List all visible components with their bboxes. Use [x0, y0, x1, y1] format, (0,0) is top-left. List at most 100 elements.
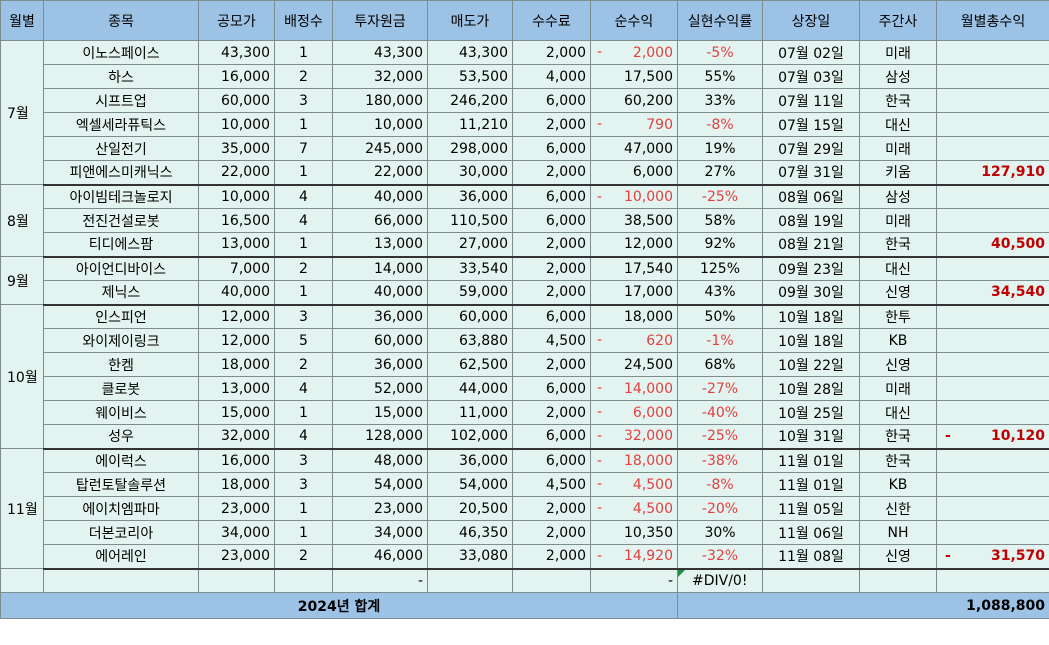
listing-date-cell[interactable]: 09월 30일 — [762, 280, 860, 306]
investment-cell[interactable]: 48,000 — [332, 448, 428, 473]
column-header[interactable]: 월별 — [0, 0, 44, 41]
stock-name-cell[interactable]: 산일전기 — [43, 136, 199, 161]
monthly-total-cell[interactable] — [936, 496, 1049, 521]
column-header[interactable]: 실현수익률 — [677, 0, 763, 41]
allocation-cell[interactable]: 3 — [274, 448, 333, 473]
return-rate-cell[interactable]: -25% — [677, 424, 763, 450]
net-profit-cell[interactable]: - 18,000 — [590, 448, 678, 473]
listing-date-cell[interactable]: 10월 25일 — [762, 400, 860, 425]
broker-cell[interactable]: 미래 — [859, 208, 937, 233]
column-header[interactable]: 주간사 — [859, 0, 937, 41]
sell-price-cell[interactable]: 36,000 — [427, 448, 513, 473]
sell-price-cell[interactable]: 11,000 — [427, 400, 513, 425]
fee-cell[interactable]: 2,000 — [512, 400, 591, 425]
net-profit-cell[interactable]: 47,000 — [590, 136, 678, 161]
allocation-cell[interactable] — [274, 568, 333, 593]
sell-price-cell[interactable]: 54,000 — [427, 472, 513, 497]
allocation-cell[interactable]: 1 — [274, 400, 333, 425]
allocation-cell[interactable]: 5 — [274, 328, 333, 353]
stock-name-cell[interactable]: 와이제이링크 — [43, 328, 199, 353]
stock-name-cell[interactable]: 한켐 — [43, 352, 199, 377]
fee-cell[interactable]: 2,000 — [512, 40, 591, 65]
investment-cell[interactable]: 54,000 — [332, 472, 428, 497]
offer-price-cell[interactable] — [198, 568, 275, 593]
sell-price-cell[interactable]: 43,300 — [427, 40, 513, 65]
sell-price-cell[interactable]: 44,000 — [427, 376, 513, 401]
return-rate-cell[interactable]: -32% — [677, 544, 763, 570]
fee-cell[interactable]: 6,000 — [512, 448, 591, 473]
broker-cell[interactable]: 키움 — [859, 160, 937, 186]
allocation-cell[interactable]: 2 — [274, 64, 333, 89]
listing-date-cell[interactable]: 11월 08일 — [762, 544, 860, 570]
offer-price-cell[interactable]: 7,000 — [198, 256, 275, 281]
net-profit-cell[interactable]: - 14,000 — [590, 376, 678, 401]
net-profit-cell[interactable]: 38,500 — [590, 208, 678, 233]
listing-date-cell[interactable]: 07월 15일 — [762, 112, 860, 137]
investment-cell[interactable]: 22,000 — [332, 160, 428, 186]
return-rate-cell[interactable]: 68% — [677, 352, 763, 377]
broker-cell[interactable]: 미래 — [859, 136, 937, 161]
stock-name-cell[interactable]: 성우 — [43, 424, 199, 450]
listing-date-cell[interactable]: 11월 06일 — [762, 520, 860, 545]
allocation-cell[interactable]: 4 — [274, 376, 333, 401]
broker-cell[interactable]: NH — [859, 520, 937, 545]
column-header[interactable]: 종목 — [43, 0, 199, 41]
fee-cell[interactable]: 2,000 — [512, 520, 591, 545]
monthly-total-cell[interactable] — [936, 112, 1049, 137]
stock-name-cell[interactable]: 인스피언 — [43, 304, 199, 329]
column-header[interactable]: 순수익 — [590, 0, 678, 41]
broker-cell[interactable]: 한국 — [859, 448, 937, 473]
allocation-cell[interactable]: 4 — [274, 208, 333, 233]
offer-price-cell[interactable]: 10,000 — [198, 112, 275, 137]
investment-cell[interactable]: 43,300 — [332, 40, 428, 65]
return-rate-cell[interactable]: -8% — [677, 472, 763, 497]
stock-name-cell[interactable]: 피앤에스미캐닉스 — [43, 160, 199, 186]
net-profit-cell[interactable]: - 4,500 — [590, 472, 678, 497]
net-profit-cell[interactable]: - 790 — [590, 112, 678, 137]
fee-cell[interactable]: 2,000 — [512, 112, 591, 137]
sell-price-cell[interactable]: 36,000 — [427, 184, 513, 209]
stock-name-cell[interactable]: 아이언디바이스 — [43, 256, 199, 281]
return-rate-cell[interactable]: 43% — [677, 280, 763, 306]
broker-cell[interactable]: KB — [859, 472, 937, 497]
stock-name-cell[interactable]: 탑런토탈솔루션 — [43, 472, 199, 497]
net-profit-cell[interactable]: 17,500 — [590, 64, 678, 89]
investment-cell[interactable]: 36,000 — [332, 304, 428, 329]
investment-cell[interactable]: 180,000 — [332, 88, 428, 113]
sell-price-cell[interactable]: 33,080 — [427, 544, 513, 570]
listing-date-cell[interactable]: 08월 19일 — [762, 208, 860, 233]
investment-cell[interactable]: 14,000 — [332, 256, 428, 281]
column-header[interactable]: 월별총수익 — [936, 0, 1049, 41]
return-rate-cell[interactable]: -20% — [677, 496, 763, 521]
return-rate-cell[interactable]: 27% — [677, 160, 763, 186]
net-profit-cell[interactable]: 17,540 — [590, 256, 678, 281]
broker-cell[interactable]: 한국 — [859, 232, 937, 258]
investment-cell[interactable]: 245,000 — [332, 136, 428, 161]
sell-price-cell[interactable]: 63,880 — [427, 328, 513, 353]
monthly-total-cell[interactable] — [936, 184, 1049, 209]
return-rate-cell[interactable]: -38% — [677, 448, 763, 473]
investment-cell[interactable]: 40,000 — [332, 280, 428, 306]
return-rate-cell[interactable]: 58% — [677, 208, 763, 233]
return-rate-cell[interactable]: -25% — [677, 184, 763, 209]
fee-cell[interactable]: 2,000 — [512, 280, 591, 306]
offer-price-cell[interactable]: 22,000 — [198, 160, 275, 186]
fee-cell[interactable]: 4,500 — [512, 328, 591, 353]
offer-price-cell[interactable]: 23,000 — [198, 544, 275, 570]
monthly-total-cell[interactable] — [936, 40, 1049, 65]
fee-cell[interactable] — [512, 568, 591, 593]
listing-date-cell[interactable]: 09월 23일 — [762, 256, 860, 281]
fee-cell[interactable]: 6,000 — [512, 136, 591, 161]
stock-name-cell[interactable]: 에이럭스 — [43, 448, 199, 473]
return-rate-cell[interactable]: 92% — [677, 232, 763, 258]
monthly-total-cell[interactable] — [936, 64, 1049, 89]
fee-cell[interactable]: 4,500 — [512, 472, 591, 497]
offer-price-cell[interactable]: 10,000 — [198, 184, 275, 209]
fee-cell[interactable]: 2,000 — [512, 232, 591, 258]
monthly-total-cell[interactable] — [936, 304, 1049, 329]
fee-cell[interactable]: 2,000 — [512, 496, 591, 521]
net-profit-cell[interactable]: 24,500 — [590, 352, 678, 377]
sell-price-cell[interactable]: 59,000 — [427, 280, 513, 306]
column-header[interactable]: 배정수 — [274, 0, 333, 41]
investment-cell[interactable]: 128,000 — [332, 424, 428, 450]
